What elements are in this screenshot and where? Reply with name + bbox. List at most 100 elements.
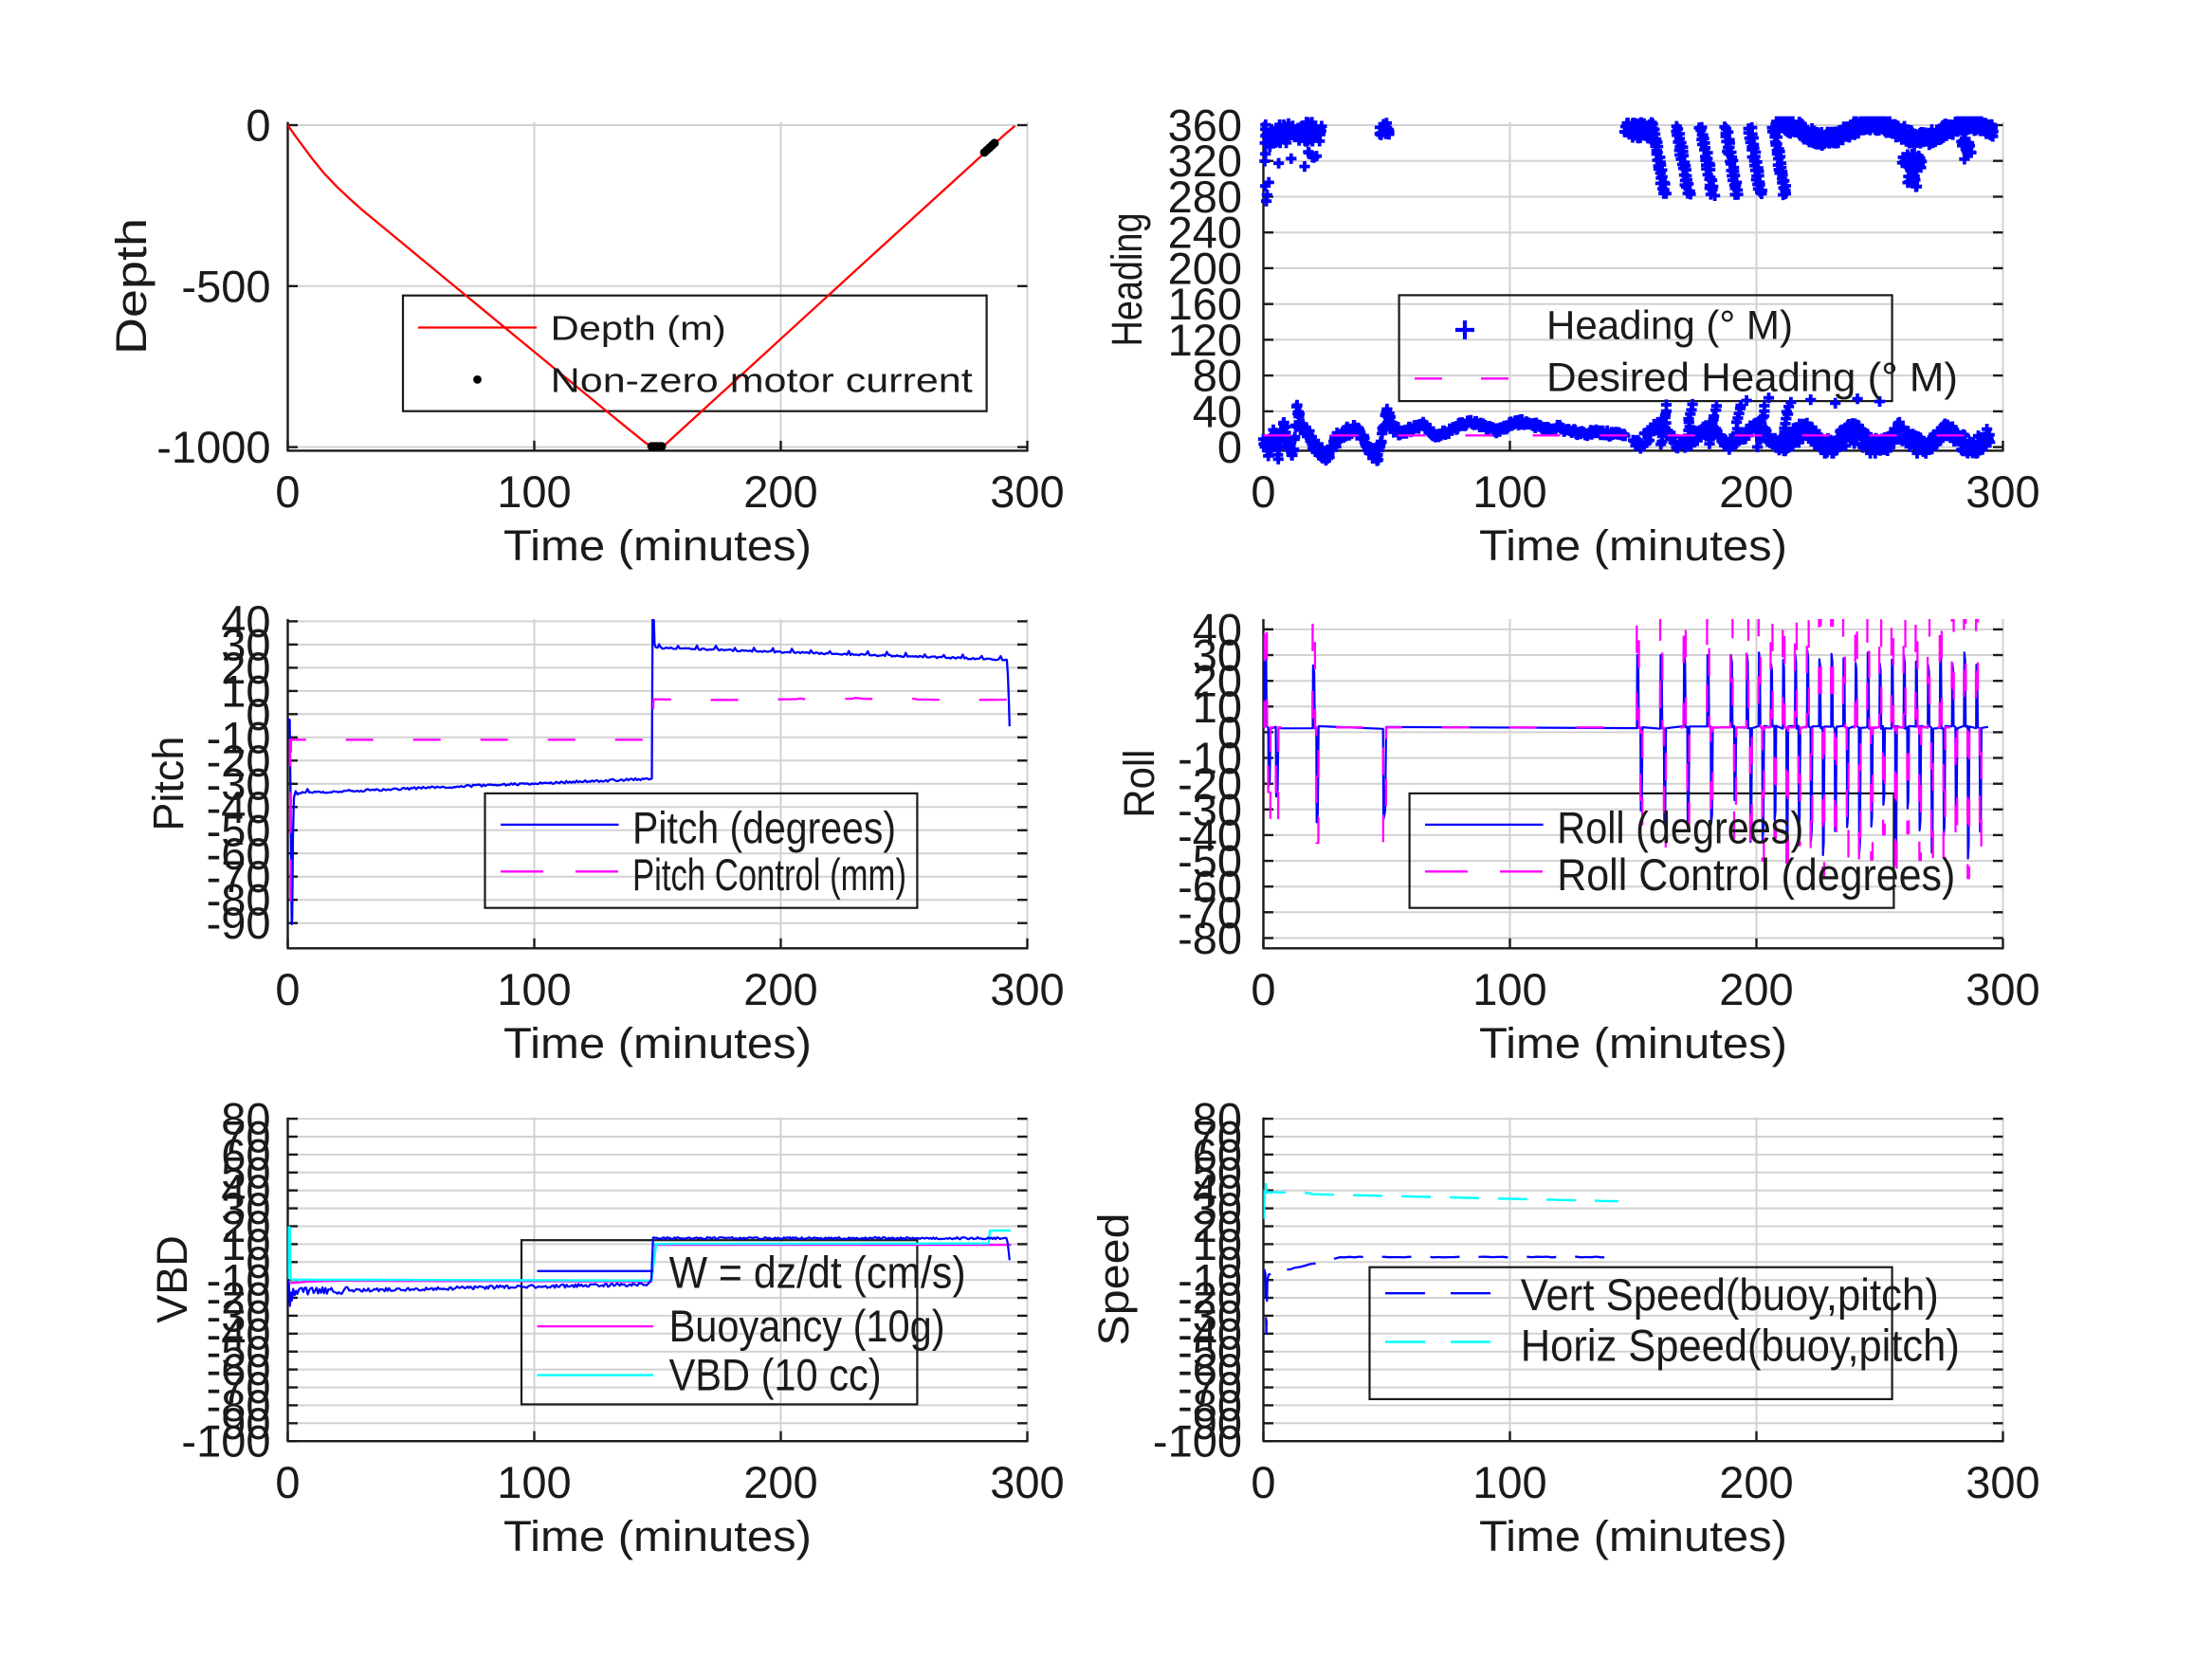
svg-text:0: 0 [1217,422,1242,472]
svg-text:0: 0 [246,689,270,739]
svg-text:160: 160 [1168,279,1242,329]
svg-text:-10: -10 [1178,1255,1242,1305]
svg-text:300: 300 [1965,1457,2039,1507]
svg-text:-50: -50 [207,1326,271,1376]
svg-text:120: 120 [1168,315,1242,365]
svg-text:20: 20 [1193,656,1242,706]
svg-text:200: 200 [1719,964,1793,1014]
svg-text:0: 0 [275,466,300,517]
svg-text:20: 20 [221,643,270,693]
svg-text:200: 200 [743,466,817,517]
svg-text:320: 320 [1168,136,1242,186]
svg-text:-60: -60 [207,1344,271,1395]
svg-text:10: 10 [221,1219,270,1269]
svg-text:-50: -50 [1178,1326,1242,1376]
svg-text:-40: -40 [207,1308,271,1358]
svg-text:80: 80 [221,1094,270,1144]
svg-text:Pitch Control (mm): Pitch Control (mm) [632,849,906,900]
svg-text:Speed: Speed [1089,1213,1138,1346]
svg-text:-60: -60 [1178,862,1242,912]
svg-text:Time (minutes): Time (minutes) [503,1512,812,1560]
svg-text:100: 100 [497,964,571,1014]
svg-text:60: 60 [221,1129,270,1179]
svg-text:Time (minutes): Time (minutes) [1479,521,1787,570]
svg-text:-80: -80 [1178,1380,1242,1431]
svg-text:-70: -70 [1178,1362,1242,1413]
svg-text:Depth: Depth [107,218,155,355]
svg-text:80: 80 [1193,351,1242,401]
svg-text:Buoyancy (10g): Buoyancy (10g) [669,1301,945,1351]
svg-text:300: 300 [1965,466,2039,517]
svg-text:Pitch: Pitch [144,737,192,831]
svg-text:-30: -30 [207,1290,271,1340]
svg-text:200: 200 [743,964,817,1014]
svg-text:30: 30 [1193,630,1242,681]
svg-text:0: 0 [1251,964,1275,1014]
svg-text:VBD (10 cc): VBD (10 cc) [669,1349,882,1399]
svg-text:-50: -50 [1178,836,1242,886]
svg-text:40: 40 [221,1165,270,1215]
svg-text:Non-zero motor current: Non-zero motor current [551,361,973,400]
svg-text:300: 300 [990,466,1064,517]
svg-text:200: 200 [1719,466,1793,517]
svg-text:0: 0 [1251,1457,1275,1507]
svg-text:-40: -40 [1178,1308,1242,1358]
svg-text:Heading (° M): Heading (° M) [1546,303,1793,349]
svg-text:-70: -70 [207,851,271,902]
svg-text:10: 10 [1193,1219,1242,1269]
svg-text:Heading: Heading [1103,213,1151,347]
svg-text:0: 0 [1251,466,1275,517]
svg-text:300: 300 [1965,964,2039,1014]
svg-text:100: 100 [497,1457,571,1507]
svg-text:-20: -20 [207,1273,271,1323]
svg-text:30: 30 [1193,1183,1242,1233]
svg-text:70: 70 [221,1112,270,1162]
svg-text:-90: -90 [207,1398,271,1449]
svg-text:-50: -50 [207,805,271,855]
svg-text:300: 300 [990,1457,1064,1507]
svg-text:100: 100 [1472,964,1546,1014]
svg-text:-90: -90 [1178,1398,1242,1449]
svg-text:-90: -90 [207,898,271,948]
svg-text:50: 50 [221,1147,270,1197]
svg-text:-500: -500 [181,261,270,311]
svg-text:Pitch (degrees): Pitch (degrees) [632,803,896,853]
svg-text:Time (minutes): Time (minutes) [1479,1512,1787,1560]
svg-text:-70: -70 [207,1362,271,1413]
svg-text:200: 200 [743,1457,817,1507]
svg-text:-20: -20 [1178,1273,1242,1323]
svg-text:Time (minutes): Time (minutes) [503,521,812,570]
svg-text:-80: -80 [207,875,271,925]
svg-text:360: 360 [1168,100,1242,151]
svg-text:70: 70 [1193,1112,1242,1162]
svg-text:-20: -20 [207,736,271,786]
svg-text:-30: -30 [207,758,271,809]
svg-text:-70: -70 [1178,887,1242,938]
svg-text:-1000: -1000 [156,422,270,472]
svg-text:20: 20 [221,1201,270,1251]
svg-text:-10: -10 [207,1255,271,1305]
svg-text:100: 100 [1472,1457,1546,1507]
svg-text:80: 80 [1193,1094,1242,1144]
svg-text:-60: -60 [1178,1344,1242,1395]
svg-text:VBD: VBD [148,1235,196,1323]
svg-text:-80: -80 [1178,913,1242,963]
svg-text:Depth (m): Depth (m) [551,309,726,348]
svg-text:100: 100 [497,466,571,517]
svg-text:0: 0 [1217,707,1242,757]
svg-text:Roll (degrees): Roll (degrees) [1557,803,1803,853]
svg-text:-100: -100 [181,1416,270,1467]
svg-text:200: 200 [1719,1457,1793,1507]
svg-text:40: 40 [1193,386,1242,436]
svg-text:0: 0 [275,964,300,1014]
svg-text:20: 20 [1193,1201,1242,1251]
svg-text:0: 0 [246,1237,270,1287]
svg-text:Desired Heading (° M): Desired Heading (° M) [1546,355,1958,400]
svg-text:40: 40 [1193,604,1242,654]
svg-text:Horiz Speed(buoy,pitch): Horiz Speed(buoy,pitch) [1521,1320,1960,1370]
svg-text:0: 0 [275,1457,300,1507]
svg-text:40: 40 [1193,1165,1242,1215]
svg-text:-30: -30 [1178,784,1242,834]
svg-text:-30: -30 [1178,1290,1242,1340]
svg-text:280: 280 [1168,172,1242,222]
